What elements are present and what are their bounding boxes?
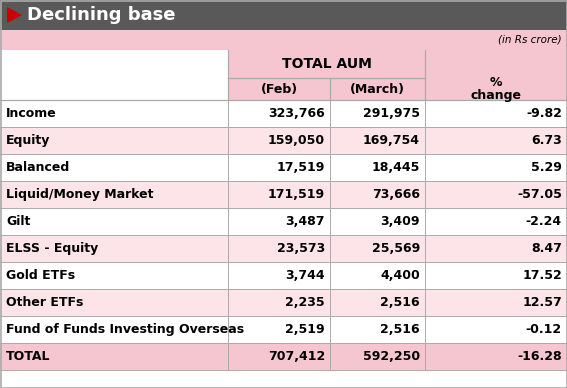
Text: 171,519: 171,519 <box>268 188 325 201</box>
Text: 323,766: 323,766 <box>268 107 325 120</box>
Text: 17.52: 17.52 <box>522 269 562 282</box>
Text: 18,445: 18,445 <box>371 161 420 174</box>
Text: 73,666: 73,666 <box>372 188 420 201</box>
Text: 2,519: 2,519 <box>285 323 325 336</box>
FancyBboxPatch shape <box>0 50 228 78</box>
Text: Other ETFs: Other ETFs <box>6 296 83 309</box>
FancyBboxPatch shape <box>425 50 567 78</box>
Text: -57.05: -57.05 <box>517 188 562 201</box>
Text: Gold ETFs: Gold ETFs <box>6 269 75 282</box>
FancyBboxPatch shape <box>0 127 567 154</box>
Text: -0.12: -0.12 <box>526 323 562 336</box>
FancyBboxPatch shape <box>0 208 567 235</box>
Text: Balanced: Balanced <box>6 161 70 174</box>
FancyBboxPatch shape <box>0 343 567 370</box>
Text: 3,409: 3,409 <box>380 215 420 228</box>
Text: 169,754: 169,754 <box>363 134 420 147</box>
Text: TOTAL AUM: TOTAL AUM <box>282 57 371 71</box>
Text: 5.29: 5.29 <box>531 161 562 174</box>
Text: 23,573: 23,573 <box>277 242 325 255</box>
Text: Gilt: Gilt <box>6 215 31 228</box>
Text: ELSS - Equity: ELSS - Equity <box>6 242 98 255</box>
Text: 12.57: 12.57 <box>522 296 562 309</box>
FancyBboxPatch shape <box>0 181 567 208</box>
Text: Declining base: Declining base <box>27 6 176 24</box>
FancyBboxPatch shape <box>0 78 228 100</box>
FancyBboxPatch shape <box>0 262 567 289</box>
Text: Equity: Equity <box>6 134 50 147</box>
Text: (Feb): (Feb) <box>260 83 298 95</box>
Text: -2.24: -2.24 <box>526 215 562 228</box>
Text: 6.73: 6.73 <box>531 134 562 147</box>
Text: 291,975: 291,975 <box>363 107 420 120</box>
Text: 707,412: 707,412 <box>268 350 325 363</box>
Text: 2,235: 2,235 <box>285 296 325 309</box>
FancyBboxPatch shape <box>0 0 567 30</box>
FancyBboxPatch shape <box>0 100 567 127</box>
FancyBboxPatch shape <box>0 154 567 181</box>
Text: -9.82: -9.82 <box>526 107 562 120</box>
Text: 159,050: 159,050 <box>268 134 325 147</box>
FancyBboxPatch shape <box>0 316 567 343</box>
Text: Income: Income <box>6 107 57 120</box>
Text: TOTAL: TOTAL <box>6 350 50 363</box>
FancyBboxPatch shape <box>0 235 567 262</box>
FancyBboxPatch shape <box>0 30 567 50</box>
Text: Liquid/Money Market: Liquid/Money Market <box>6 188 154 201</box>
Polygon shape <box>7 7 22 23</box>
Text: -16.28: -16.28 <box>517 350 562 363</box>
Text: (March): (March) <box>350 83 405 95</box>
Text: 25,569: 25,569 <box>372 242 420 255</box>
Text: 592,250: 592,250 <box>363 350 420 363</box>
FancyBboxPatch shape <box>425 78 567 100</box>
Text: 2,516: 2,516 <box>380 296 420 309</box>
FancyBboxPatch shape <box>228 50 425 78</box>
Text: 2,516: 2,516 <box>380 323 420 336</box>
Text: Fund of Funds Investing Overseas: Fund of Funds Investing Overseas <box>6 323 244 336</box>
Text: 3,487: 3,487 <box>286 215 325 228</box>
Text: 3,744: 3,744 <box>285 269 325 282</box>
Text: 8.47: 8.47 <box>531 242 562 255</box>
Text: (in Rs crore): (in Rs crore) <box>498 35 562 45</box>
FancyBboxPatch shape <box>0 289 567 316</box>
FancyBboxPatch shape <box>228 78 425 100</box>
Text: %
change: % change <box>471 76 522 102</box>
Text: 4,400: 4,400 <box>380 269 420 282</box>
Text: 17,519: 17,519 <box>277 161 325 174</box>
